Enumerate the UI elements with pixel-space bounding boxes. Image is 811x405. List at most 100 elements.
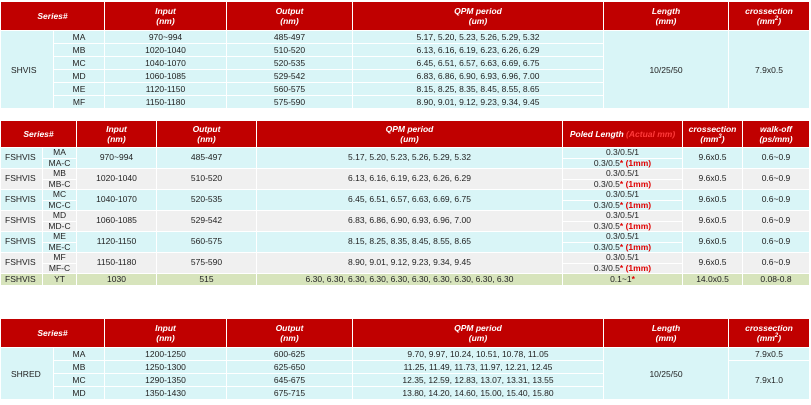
table-row: MD 1060-1085 529-542 6.83, 6.86, 6.90, 6… xyxy=(1,69,810,83)
qpm-cell: 6.13, 6.16, 6.19, 6.23, 6.26, 6.29 xyxy=(256,168,563,190)
input-cell: 1060-1085 xyxy=(76,210,157,232)
input-cell: 1290-1350 xyxy=(104,373,227,387)
group-label: FSHVIS xyxy=(0,147,43,169)
header-series: Series# xyxy=(0,1,105,31)
series-id: MF xyxy=(53,95,105,109)
group-label: SHRED xyxy=(0,347,54,400)
output-cell: 600-625 xyxy=(226,347,353,361)
table-row: FSHVIS MA 970~994 485-497 5.17, 5.20, 5.… xyxy=(0,147,810,169)
series-id: MA xyxy=(53,30,105,44)
table-row: MC 1290-1350 645-675 12.35, 12.59, 12.83… xyxy=(1,373,810,387)
table-row: MF-C 0.3/0.5* (1mm) xyxy=(1,262,810,274)
group-label: FSHVIS xyxy=(0,189,43,211)
qpm-cell: 6.45, 6.51, 6.57, 6.63, 6.69, 6.75 xyxy=(256,189,563,211)
poled-cell: 0.3/0.5/1 xyxy=(562,147,683,159)
walk-off-cell: 0.6~0.9 xyxy=(742,147,810,169)
qpm-cell: 6.45, 6.51, 6.57, 6.63, 6.69, 6.75 xyxy=(352,56,604,70)
series-id: MB xyxy=(42,168,77,180)
group-label: FSHVIS xyxy=(0,273,43,286)
qpm-cell: 6.13, 6.16, 6.19, 6.23, 6.26, 6.29 xyxy=(352,43,604,57)
group-label: FSHVIS xyxy=(0,210,43,232)
series-id: MD-C xyxy=(42,220,77,232)
qpm-cell: 11.25, 11.49, 11.73, 11.97, 12.21, 12.45 xyxy=(352,360,604,374)
crossection-cell: 9.6x0.5 xyxy=(682,189,743,211)
output-cell: 485-497 xyxy=(226,30,353,44)
table-row: MA-C 0.3/0.5* (1mm) xyxy=(1,157,810,169)
series-id: ME xyxy=(42,231,77,243)
table-row: FSHVIS ME 1120-1150 560-575 8.15, 8.25, … xyxy=(0,231,810,253)
series-id: MB xyxy=(53,43,105,57)
table-row: FSHVIS MD 1060-1085 529-542 6.83, 6.86, … xyxy=(0,210,810,232)
qpm-cell: 8.90, 9.01, 9.12, 9.23, 9.34, 9.45 xyxy=(352,95,604,109)
poled-cell: 0.3/0.5* (1mm) xyxy=(562,241,683,253)
output-cell: 515 xyxy=(156,273,257,286)
crossection-cell: 7.9x1.0 xyxy=(728,360,810,400)
series-id: MA xyxy=(42,147,77,159)
poled-cell: 0.3/0.5* (1mm) xyxy=(562,199,683,211)
header-crossection: crossection (mm2) xyxy=(728,1,810,31)
input-cell: 1030 xyxy=(76,273,157,286)
output-cell: 520-535 xyxy=(156,189,257,211)
input-cell: 1040-1070 xyxy=(76,189,157,211)
output-cell: 575-590 xyxy=(226,95,353,109)
input-cell: 1350-1430 xyxy=(104,386,227,400)
qpm-cell: 5.17, 5.20, 5.23, 5.26, 5.29, 5.32 xyxy=(256,147,563,169)
table-row: ME-C 0.3/0.5* (1mm) xyxy=(1,241,810,253)
table-row: MD-C 0.3/0.5* (1mm) xyxy=(1,220,810,232)
series-id: ME-C xyxy=(42,241,77,253)
qpm-cell: 13.80, 14.20, 14.60, 15.00, 15.40, 15.80 xyxy=(352,386,604,400)
header-qpm: QPM period (um) xyxy=(352,1,604,31)
header-row: Series# Input (nm) Output (nm) QPM period(… xyxy=(0,318,810,348)
series-id: MD xyxy=(53,386,105,400)
crossection-cell: 7.9x0.5 xyxy=(728,30,810,109)
series-id: MC xyxy=(53,373,105,387)
input-cell: 970~994 xyxy=(104,30,227,44)
header-output: Output (nm) xyxy=(226,1,353,31)
input-cell: 1020-1040 xyxy=(76,168,157,190)
walk-off-cell: 0.08-0.8 xyxy=(742,273,810,286)
output-cell: 510-520 xyxy=(226,43,353,57)
table-row: FSHVIS MF 1150-1180 575-590 8.90, 9.01, … xyxy=(0,252,810,274)
walk-off-cell: 0.6~0.9 xyxy=(742,189,810,211)
header-input: Input (nm) xyxy=(104,318,227,348)
poled-cell: 0.3/0.5/1 xyxy=(562,210,683,222)
poled-cell: 0.3/0.5/1 xyxy=(562,252,683,264)
crossection-cell: 9.6x0.5 xyxy=(682,231,743,253)
header-crossection: crossection (mm3) xyxy=(682,120,743,148)
shred-table: Series# Input (nm) Output (nm) QPM period(… xyxy=(0,318,810,400)
group-label: FSHVIS xyxy=(0,168,43,190)
output-cell: 560-575 xyxy=(156,231,257,253)
output-cell: 529-542 xyxy=(226,69,353,83)
qpm-cell: 6.30, 6.30, 6.30, 6.30, 6.30, 6.30, 6.30… xyxy=(256,273,563,286)
output-cell: 575-590 xyxy=(156,252,257,274)
header-walk-off: walk-off (ps/mm) xyxy=(742,120,810,148)
walk-off-cell: 0.6~0.9 xyxy=(742,168,810,190)
table-row: MB 1250-1300 625-650 11.25, 11.49, 11.73… xyxy=(1,360,810,400)
series-id: MF xyxy=(42,252,77,264)
header-series: Series# xyxy=(0,120,77,148)
input-cell: 1150-1180 xyxy=(76,252,157,274)
input-cell: 1250-1300 xyxy=(104,360,227,374)
table-row: MC 1040-1070 520-535 6.45, 6.51, 6.57, 6… xyxy=(1,56,810,70)
header-row: Series# Input (nm) Output (nm) QPM period(… xyxy=(0,1,810,31)
qpm-cell: 8.15, 8.25, 8.35, 8.45, 8.55, 8.65 xyxy=(352,82,604,96)
crossection-cell: 9.6x0.5 xyxy=(682,168,743,190)
series-id: MA-C xyxy=(42,157,77,169)
actual-mm-note: (Actual mm) xyxy=(626,129,676,139)
length-cell: 10/25/50 xyxy=(603,30,729,109)
table-row: FSHVIS MC 1040-1070 520-535 6.45, 6.51, … xyxy=(0,189,810,211)
table-row: FSHVIS YT 1030 515 6.30, 6.30, 6.30, 6.3… xyxy=(0,273,810,286)
poled-cell: 0.3/0.5* (1mm) xyxy=(562,262,683,274)
crossection-cell: 7.9x0.5 xyxy=(728,347,810,361)
poled-cell: 0.3/0.5* (1mm) xyxy=(562,157,683,169)
output-cell: 645-675 xyxy=(226,373,353,387)
series-id: MB-C xyxy=(42,178,77,190)
qpm-cell: 6.83, 6.86, 6.90, 6.93, 6.96, 7.00 xyxy=(256,210,563,232)
header-length: Length (mm) xyxy=(603,1,729,31)
input-cell: 1040-1070 xyxy=(104,56,227,70)
poled-cell: 0.1~1* xyxy=(562,273,683,286)
crossection-cell: 9.6x0.5 xyxy=(682,147,743,169)
output-cell: 510-520 xyxy=(156,168,257,190)
qpm-cell: 9.70, 9.97, 10.24, 10.51, 10.78, 11.05 xyxy=(352,347,604,361)
